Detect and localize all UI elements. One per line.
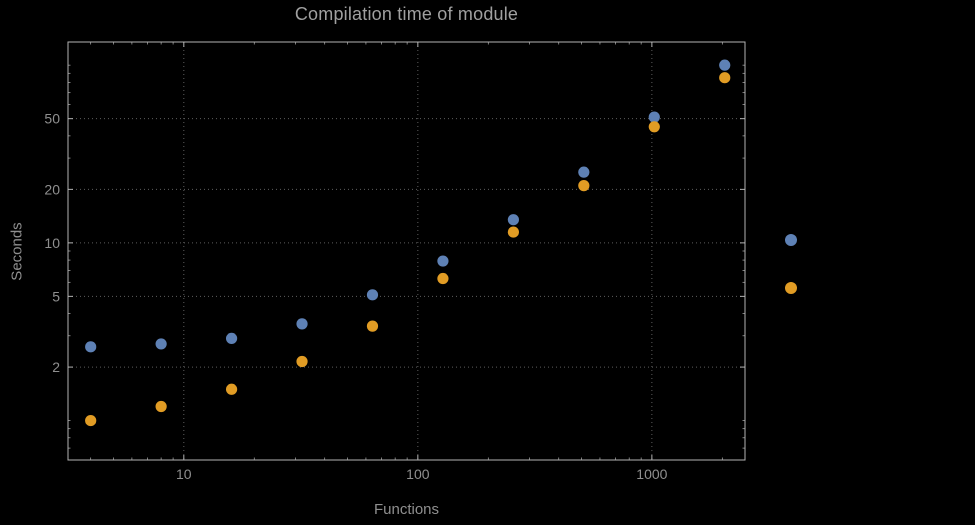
data-point-series-2 (507, 226, 519, 238)
legend (779, 228, 839, 308)
y-tick-label: 2 (52, 359, 60, 375)
data-point-series-1 (225, 332, 238, 345)
data-point-series-2 (155, 400, 167, 413)
x-tick-label: 10 (176, 466, 192, 482)
data-point-series-1 (719, 59, 731, 71)
data-point-series-2 (366, 320, 379, 332)
data-point-series-2 (225, 383, 238, 395)
data-point-series-1 (437, 255, 449, 267)
y-tick-label: 5 (52, 288, 60, 304)
plot-frame (67, 41, 746, 461)
data-point-series-1 (296, 318, 308, 330)
y-axis-label: Seconds (8, 222, 26, 281)
data-point-series-2 (578, 180, 590, 192)
data-point-series-2 (85, 414, 97, 427)
data-point-series-1 (648, 111, 660, 123)
data-point-series-2 (437, 272, 449, 285)
data-point-series-2 (648, 121, 660, 133)
legend-marker-series-2 (785, 282, 797, 294)
data-point-series-2 (296, 355, 308, 368)
data-point-series-1 (85, 341, 97, 353)
y-tick-label: 10 (44, 235, 60, 251)
legend-marker-series-1 (785, 234, 797, 246)
x-tick-label: 1000 (636, 466, 667, 482)
chart-title: Compilation time of module (294, 4, 519, 24)
y-tick-label: 50 (44, 111, 60, 127)
data-point-series-1 (366, 289, 379, 301)
x-tick-label: 100 (406, 466, 430, 482)
x-axis-label: Functions (373, 501, 440, 518)
data-point-series-1 (155, 338, 167, 350)
y-tick-label: 20 (44, 181, 60, 197)
data-point-series-1 (578, 166, 590, 178)
data-point-series-1 (507, 214, 519, 226)
data-point-series-2 (719, 72, 731, 84)
